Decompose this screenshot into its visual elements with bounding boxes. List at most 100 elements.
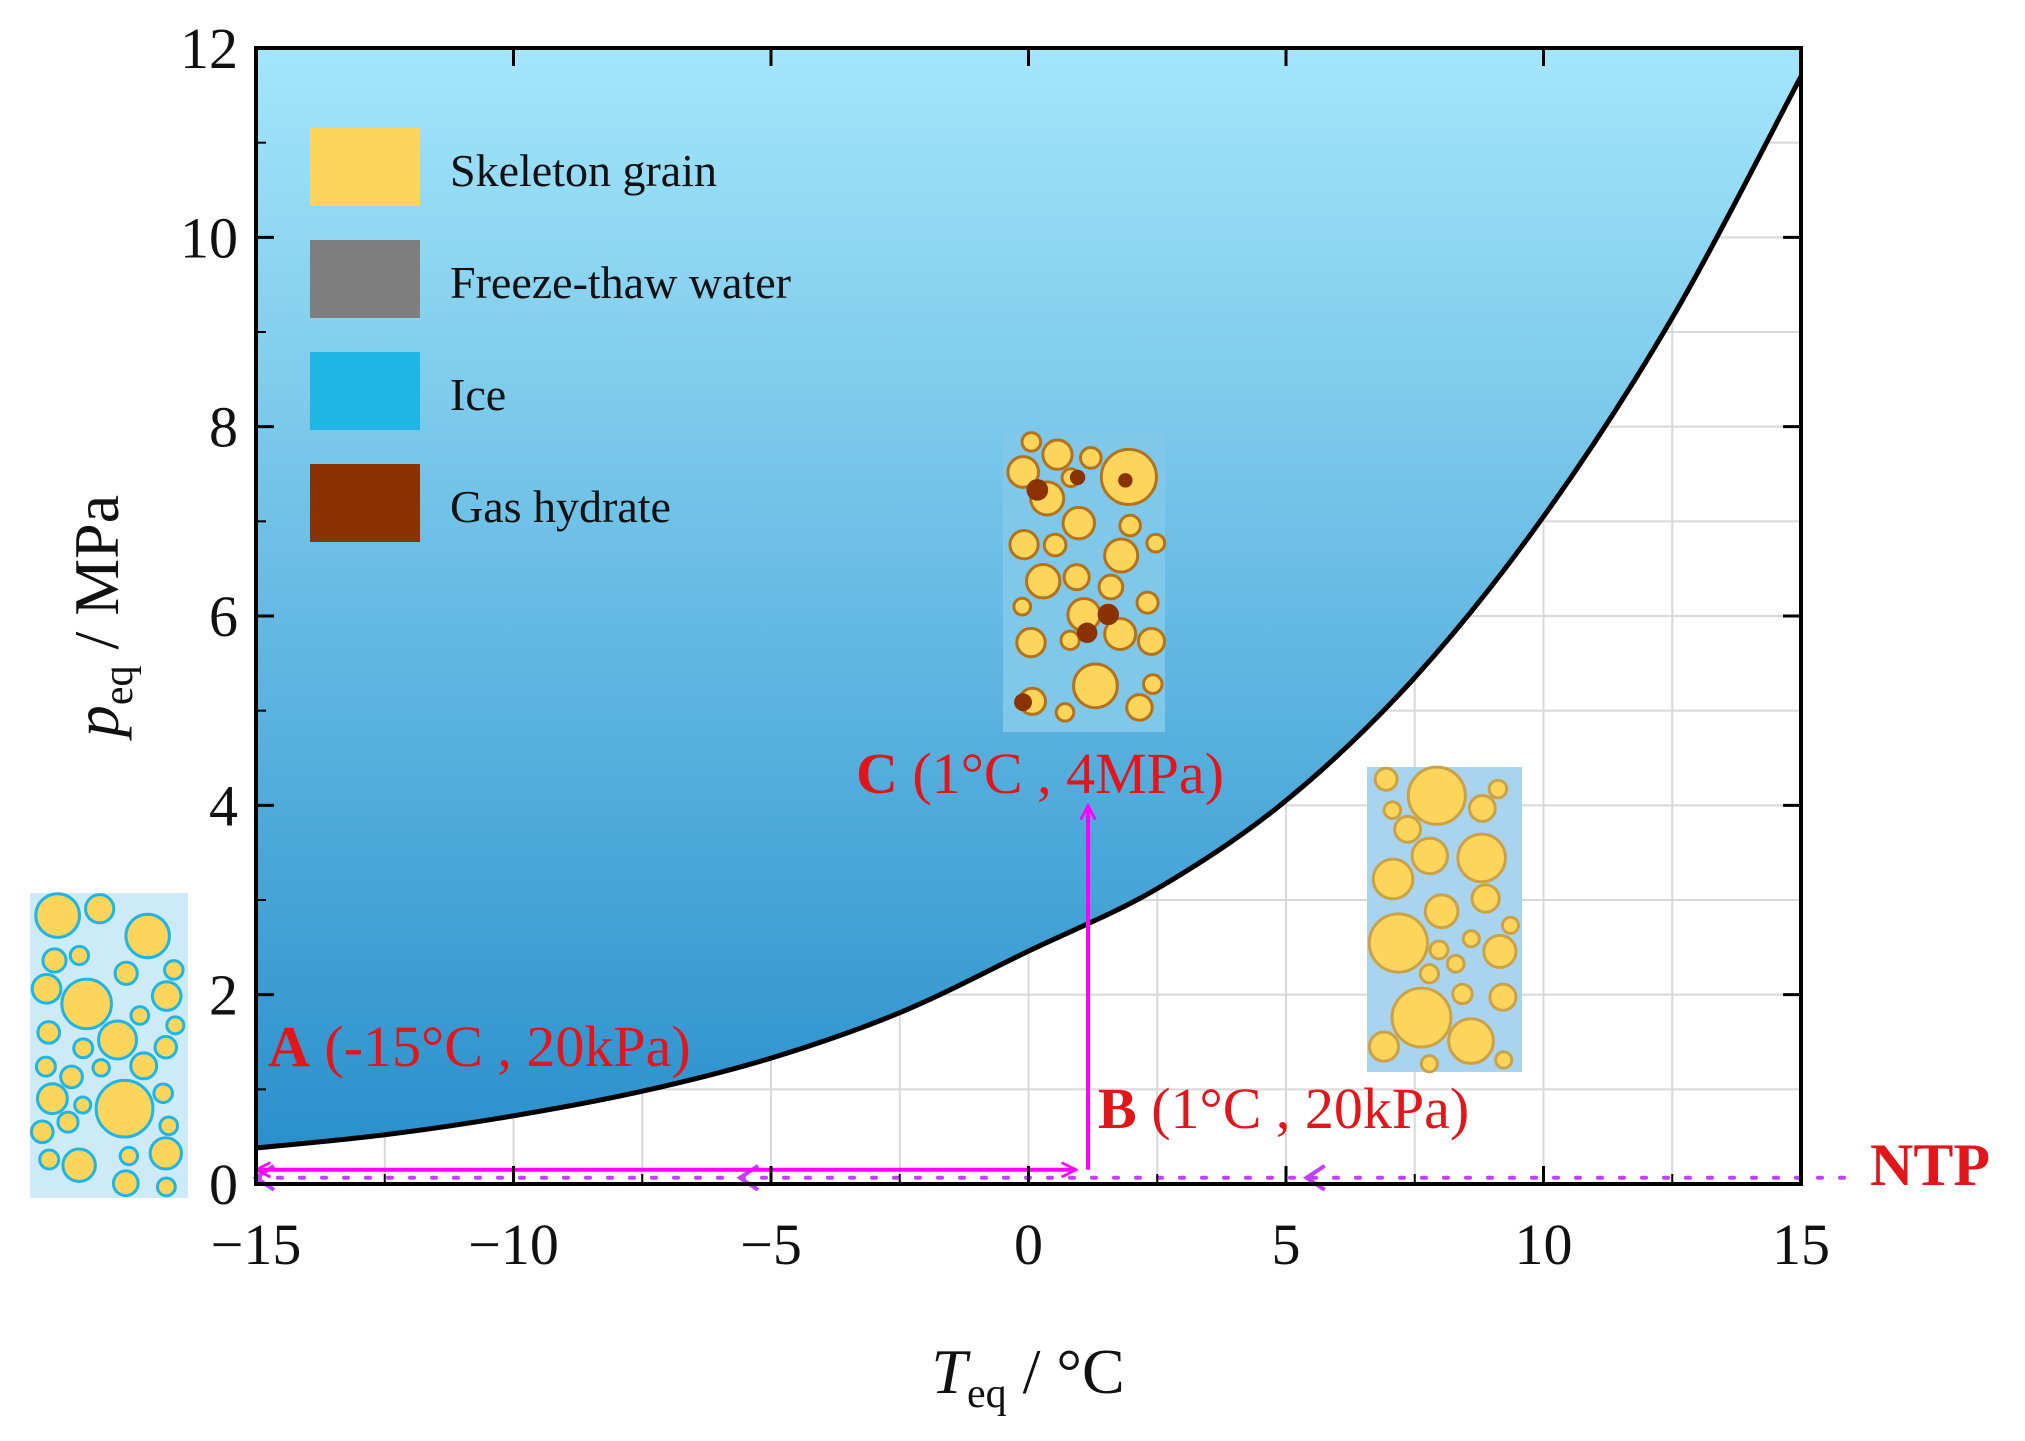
grain [1470, 883, 1501, 914]
grain [1041, 438, 1074, 471]
grain [129, 1005, 151, 1026]
grain [1373, 766, 1399, 792]
ntp-label: NTP [1870, 1132, 1990, 1198]
grain [163, 959, 185, 981]
grain [1054, 702, 1076, 723]
grain [1118, 513, 1142, 538]
legend-label-freeze-thaw-water: Freeze-thaw water [450, 257, 791, 308]
grain [56, 1110, 80, 1134]
grain [41, 947, 68, 974]
grain [36, 1020, 62, 1045]
grain [94, 1078, 155, 1139]
grain [113, 960, 139, 986]
grain [1042, 532, 1068, 558]
grain [1487, 778, 1509, 800]
grain [1020, 431, 1043, 453]
grain [1456, 832, 1507, 884]
grain [1367, 1030, 1401, 1063]
point-label-c: C (1°C , 4MPa) [856, 741, 1224, 806]
grain [29, 1119, 55, 1145]
grain [1024, 563, 1062, 600]
grain [1447, 1017, 1495, 1065]
grain [35, 1082, 69, 1116]
y-tick-label: 12 [180, 16, 238, 81]
x-tick-label: 10 [1515, 1212, 1573, 1277]
grain [1062, 563, 1091, 592]
grain [152, 1082, 174, 1105]
grain [68, 944, 91, 967]
grain [38, 1148, 61, 1171]
grain [34, 1055, 57, 1078]
legend-label-skeleton-grain: Skeleton grain [450, 145, 717, 196]
grain [129, 1051, 159, 1081]
grain [1145, 532, 1167, 554]
sample-schematic-ice [29, 892, 188, 1198]
grain [1451, 982, 1474, 1006]
grain [73, 1095, 93, 1115]
grain [1393, 814, 1423, 844]
grain [1008, 529, 1040, 561]
grain [148, 1136, 183, 1171]
grain [150, 980, 183, 1012]
y-tick-label: 6 [209, 584, 238, 649]
grain [91, 1058, 111, 1078]
hydrate-particle [1076, 622, 1098, 644]
y-axis-label: peq / MPa [61, 495, 142, 741]
x-tick-label: 0 [1014, 1212, 1043, 1277]
y-tick-label: 2 [209, 963, 238, 1028]
x-tick-label: 15 [1772, 1212, 1830, 1277]
grain [1500, 915, 1521, 935]
x-axis-label: Teq / °C [931, 1336, 1124, 1417]
grain [72, 1037, 95, 1060]
grain [1390, 986, 1453, 1049]
grain [124, 912, 171, 960]
axis-tick-labels: −15 −10 −5 0 5 10 15 0 2 4 6 8 10 12 [180, 16, 1830, 1277]
y-tick-label: 0 [209, 1152, 238, 1217]
grain [1461, 929, 1481, 949]
legend-swatch-gas-hydrate [310, 464, 420, 542]
grain [1445, 953, 1466, 974]
grain [155, 1176, 177, 1198]
grain [1012, 596, 1033, 617]
point-label-b: B (1°C , 20kPa) [1098, 1076, 1469, 1141]
grain [30, 972, 63, 1005]
grain [59, 1064, 84, 1090]
grain [153, 1035, 179, 1060]
grain [1097, 573, 1125, 601]
y-tick-label: 10 [180, 205, 238, 270]
x-tick-label: −15 [211, 1212, 302, 1277]
grain [1428, 939, 1450, 961]
grain [34, 892, 81, 939]
grain [1419, 1054, 1439, 1074]
grain [1406, 765, 1467, 826]
grain [1141, 673, 1164, 695]
hydrate-particle [1014, 693, 1032, 712]
legend-swatch-ice [310, 352, 420, 430]
grain [1006, 455, 1041, 489]
grain [1072, 662, 1119, 710]
grain [118, 1145, 140, 1167]
grain [61, 1147, 97, 1183]
hydrate-particle [1026, 479, 1049, 501]
grain [1418, 963, 1441, 985]
sample-schematic-thawed [1367, 765, 1522, 1074]
legend-swatch-skeleton-grain [310, 128, 420, 206]
grain [1125, 693, 1154, 722]
y-tick-label: 4 [209, 773, 238, 838]
grain [1103, 616, 1138, 651]
grain [1015, 626, 1047, 659]
sample-schematic-hydrate [1003, 431, 1167, 732]
grain [165, 1015, 186, 1036]
grain [1482, 933, 1518, 970]
x-tick-label: −10 [468, 1212, 559, 1277]
grain [1103, 537, 1140, 574]
grain [1382, 800, 1403, 821]
grain [84, 893, 116, 925]
grain [1488, 982, 1518, 1012]
grain [1371, 857, 1415, 901]
grain [1423, 893, 1460, 930]
axis-ticks [254, 46, 1803, 1186]
legend-swatch-freeze-thaw-water [310, 240, 420, 318]
grain [1136, 626, 1167, 656]
legend-label-ice: Ice [450, 369, 506, 420]
